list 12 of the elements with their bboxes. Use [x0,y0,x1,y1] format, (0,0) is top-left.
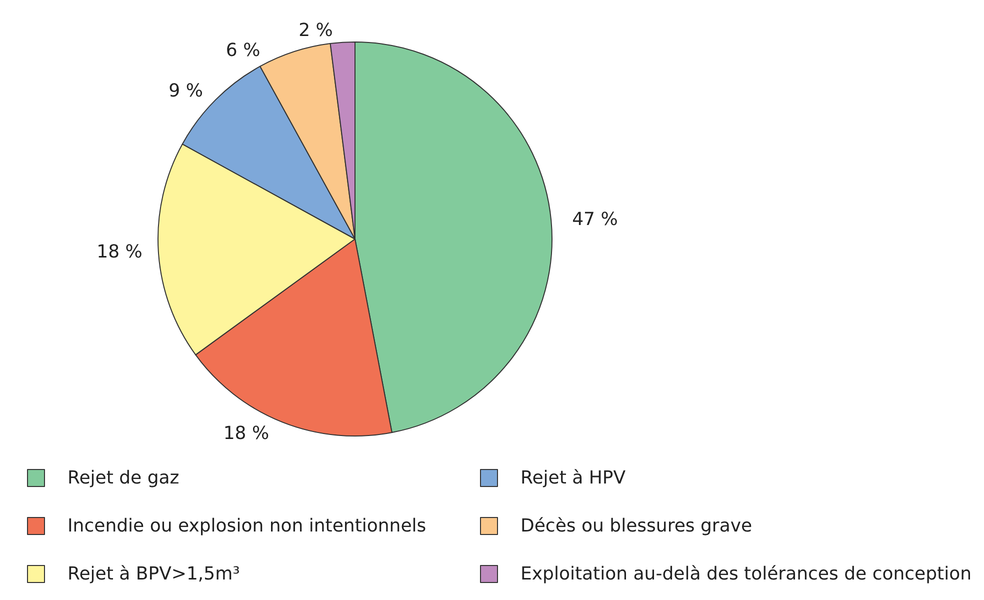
data-label: 9 % [168,80,203,102]
legend-label: Incendie ou explosion non intentionnels [68,516,426,536]
legend-label: Rejet de gaz [68,468,180,488]
data-label: 6 % [226,40,260,61]
legend-label: Rejet à BPV>1,5m³ [68,564,240,584]
legend-label: Décès ou blessures grave [520,516,752,536]
data-label: 47 % [572,208,618,230]
legend-label: Exploitation au-delà des tolérances de conception [520,564,972,584]
legend-label: Rejet à HPV [520,468,626,488]
data-label: 18 % [223,422,270,444]
data-label: 18 % [96,242,142,263]
data-label: 2 % [298,20,333,41]
